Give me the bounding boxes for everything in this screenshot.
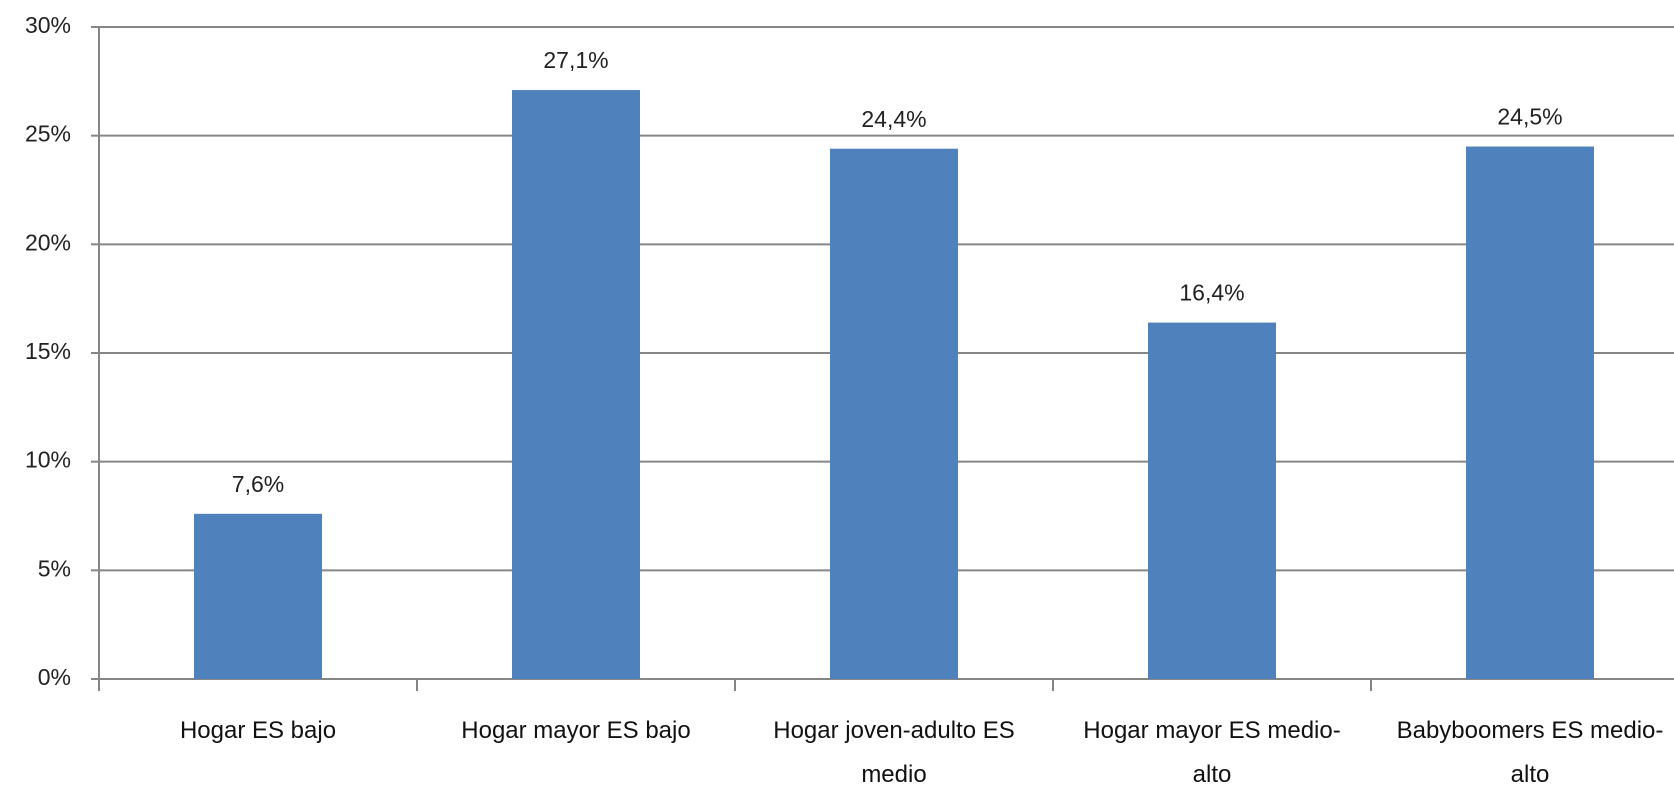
x-tick-label: Hogar mayor ES medio-alto (1083, 717, 1341, 786)
y-tick-label: 25% (25, 121, 71, 147)
data-label: 27,1% (543, 47, 608, 73)
data-label: 16,4% (1179, 280, 1244, 306)
x-tick-label: Hogar joven-adulto ES medio (773, 717, 1015, 786)
y-tick-label: 10% (25, 447, 71, 473)
y-tick-label: 5% (38, 555, 71, 581)
x-tick-label: Hogar mayor ES bajo (461, 717, 691, 744)
bar (512, 90, 640, 679)
data-label: 24,5% (1497, 104, 1562, 130)
bar (830, 148, 958, 679)
data-label: 7,6% (232, 471, 284, 497)
x-tick-label: Babyboomers ES medio-alto (1396, 717, 1664, 786)
bar (1466, 146, 1594, 680)
y-tick-label: 20% (25, 229, 71, 255)
data-label: 24,4% (861, 106, 926, 132)
y-tick-label: 0% (38, 664, 71, 690)
x-tick-label: Hogar ES bajo (179, 717, 337, 744)
bar (194, 513, 322, 679)
bar (1148, 322, 1276, 679)
y-tick-label: 15% (25, 338, 71, 364)
y-tick-label: 30% (25, 12, 71, 38)
